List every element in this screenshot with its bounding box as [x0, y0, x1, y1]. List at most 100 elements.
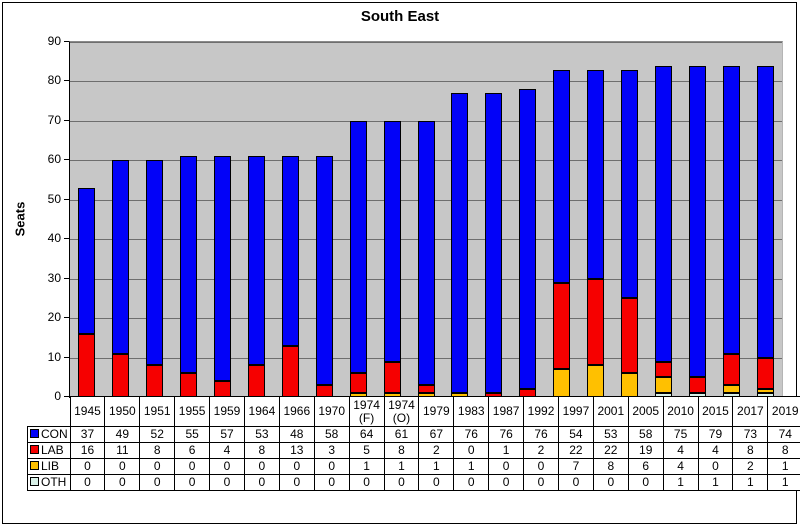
legend-label: CON	[41, 427, 68, 441]
y-tick-mark	[64, 317, 69, 319]
value-cell-OTH: 0	[174, 474, 211, 491]
bar-segment-LAB-1966	[281, 345, 299, 397]
value-cell-LIB: 4	[662, 458, 699, 475]
data-table: 1945 1950 1951 1955 1959 1964 1966 1970 1974 (F)…	[27, 396, 800, 491]
bar-segment-LAB-1964	[247, 365, 265, 397]
year-header-cell: 1974 (O)	[383, 396, 420, 427]
bar-segment-CON-1983	[451, 93, 469, 394]
value-cell-LIB: 0	[488, 458, 525, 475]
value-cell-LAB: 4	[662, 442, 699, 459]
plot-area	[69, 41, 783, 398]
year-header-cell: 2019	[767, 396, 800, 427]
value-cell-OTH: 1	[767, 474, 800, 491]
value-cell-LIB: 0	[278, 458, 315, 475]
value-cell-LIB: 0	[69, 458, 106, 475]
value-cell-CON: 75	[662, 426, 699, 443]
value-cell-CON: 54	[557, 426, 594, 443]
legend-swatch-LAB	[30, 445, 39, 455]
value-cell-OTH: 0	[69, 474, 106, 491]
y-tick-mark	[64, 238, 69, 240]
y-tick-label: 10	[47, 349, 61, 364]
bar-segment-LIB-2005	[620, 373, 638, 397]
year-header-cell: 2017	[732, 396, 769, 427]
bar-segment-LIB-2010	[654, 377, 672, 394]
y-tick-label: 70	[47, 112, 61, 127]
value-cell-CON: 61	[383, 426, 420, 443]
bar-segment-LAB-1974 (O)	[383, 361, 401, 394]
bar-segment-LAB-1979	[417, 385, 435, 394]
bar-segment-CON-2017	[722, 65, 740, 354]
bar-segment-LIB-1997	[553, 369, 571, 397]
bar-segment-LAB-1951	[146, 365, 164, 397]
y-tick-label: 0	[54, 389, 61, 403]
year-header-cell: 1979	[418, 396, 455, 427]
legend-swatch-LIB	[30, 461, 39, 471]
bar-segment-LAB-2015	[688, 377, 706, 394]
y-tick-label: 20	[47, 310, 61, 325]
year-header-cell: 2005	[627, 396, 664, 427]
value-cell-LAB: 8	[383, 442, 420, 459]
chart-title: South East	[360, 8, 440, 25]
value-cell-CON: 76	[488, 426, 525, 443]
value-cell-OTH: 0	[523, 474, 559, 491]
value-cell-LAB: 8	[243, 442, 280, 459]
bar-segment-CON-1964	[247, 156, 265, 366]
year-header-cell: 1983	[453, 396, 490, 427]
value-cell-OTH: 0	[488, 474, 525, 491]
y-tick-mark	[64, 277, 69, 279]
year-header-cell: 1964	[243, 396, 280, 427]
value-cell-LIB: 0	[313, 458, 350, 475]
bar-segment-LAB-2017	[722, 353, 740, 386]
legend-cell-OTH: OTH	[27, 474, 71, 491]
bar-segment-LAB-2010	[654, 361, 672, 378]
value-cell-CON: 74	[767, 426, 800, 443]
value-cell-OTH: 1	[662, 474, 699, 491]
y-tick-label: 90	[47, 34, 61, 48]
value-cell-OTH: 0	[348, 474, 385, 491]
value-cell-CON: 37	[69, 426, 106, 443]
bar-segment-CON-2010	[654, 65, 672, 362]
value-cell-LAB: 22	[557, 442, 594, 459]
legend-swatch-CON	[30, 429, 39, 439]
y-tick-mark	[64, 159, 69, 161]
value-cell-OTH: 0	[104, 474, 141, 491]
legend-label: LIB	[41, 459, 60, 473]
bar-segment-CON-2015	[688, 65, 706, 378]
value-cell-LIB: 0	[697, 458, 734, 475]
value-cell-OTH: 0	[139, 474, 176, 491]
bar-segment-CON-1979	[417, 120, 435, 386]
y-tick-mark	[64, 396, 69, 397]
value-cell-CON: 58	[313, 426, 350, 443]
value-cell-LAB: 0	[453, 442, 490, 459]
y-tick-mark	[64, 119, 69, 121]
legend-label: LAB	[41, 443, 64, 457]
y-tick-label: 60	[47, 152, 61, 167]
value-cell-LAB: 13	[278, 442, 315, 459]
legend-label: OTH	[41, 475, 67, 489]
value-cell-CON: 76	[523, 426, 559, 443]
value-cell-CON: 57	[209, 426, 245, 443]
y-tick-mark	[64, 356, 69, 358]
value-cell-OTH: 1	[697, 474, 734, 491]
value-cell-LAB: 19	[627, 442, 664, 459]
table-row-LIB: LIB 0 0 0 0 0 0 0 0 1 1 1 1 0 0 7 8 6 4 0 2 1	[27, 458, 800, 475]
value-cell-OTH: 0	[313, 474, 350, 491]
year-header-cell: 2010	[662, 396, 699, 427]
year-header-cell: 2015	[697, 396, 734, 427]
value-cell-LAB: 2	[523, 442, 559, 459]
bar-segment-LAB-1945	[78, 333, 96, 397]
bar-segment-LAB-1959	[214, 381, 232, 397]
value-cell-LAB: 4	[697, 442, 734, 459]
bar-segment-CON-1992	[519, 89, 537, 390]
bar-segment-LAB-1950	[112, 353, 130, 397]
value-cell-LAB: 6	[174, 442, 211, 459]
value-cell-OTH: 0	[453, 474, 490, 491]
year-header-cell: 1992	[523, 396, 559, 427]
value-cell-CON: 64	[348, 426, 385, 443]
year-header-cell: 1945	[69, 396, 106, 427]
year-header-cell: 1950	[104, 396, 141, 427]
value-cell-LIB: 0	[523, 458, 559, 475]
value-cell-OTH: 0	[418, 474, 455, 491]
value-cell-LAB: 1	[488, 442, 525, 459]
